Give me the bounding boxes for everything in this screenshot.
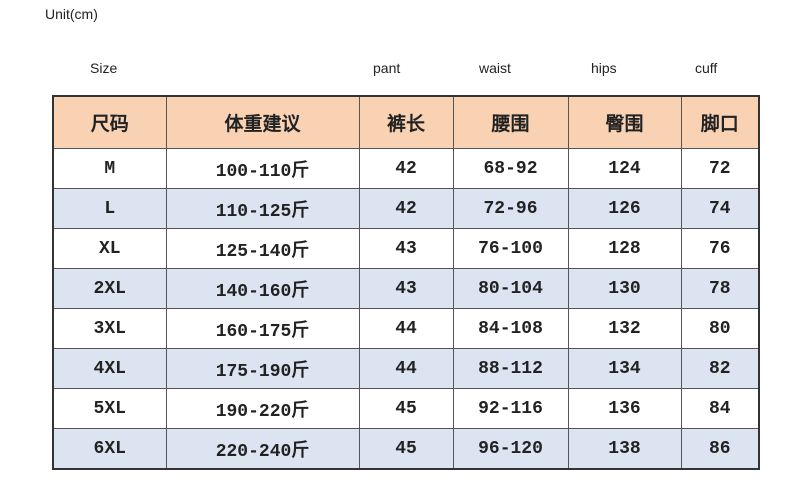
table-cell: 175-190斤	[165, 348, 360, 389]
table-cell: 124	[567, 148, 682, 189]
table-cell: 190-220斤	[165, 388, 360, 429]
table-cell: 80	[680, 308, 760, 349]
table-cell: 86	[680, 428, 760, 470]
table-row: 5XL 190-220斤 45 92-116 136 84	[52, 388, 760, 429]
table-cell: 脚口	[680, 95, 760, 149]
table-row: 4XL 175-190斤 44 88-112 134 82	[52, 348, 760, 389]
table-cell: 42	[358, 188, 454, 229]
table-cell: 126	[567, 188, 682, 229]
table-cell: 132	[567, 308, 682, 349]
table-cell: 5XL	[52, 388, 167, 429]
table-cell: 76	[680, 228, 760, 269]
table-cell: 96-120	[452, 428, 569, 470]
table-cell: 78	[680, 268, 760, 309]
pant-label: pant	[373, 60, 401, 76]
table-cell: 125-140斤	[165, 228, 360, 269]
waist-label: waist	[479, 60, 511, 76]
table-cell: 45	[358, 388, 454, 429]
table-cell: L	[52, 188, 167, 229]
table-cell: M	[52, 148, 167, 189]
table-cell: 45	[358, 428, 454, 470]
table-cell: 尺码	[52, 95, 167, 149]
header-row: 尺码 体重建议 裤长 腰围 臀围 脚口	[52, 95, 760, 149]
table-cell: 臀围	[567, 95, 682, 149]
table-cell: 72-96	[452, 188, 569, 229]
table-cell: 43	[358, 268, 454, 309]
table-cell: 136	[567, 388, 682, 429]
table-row: 2XL 140-160斤 43 80-104 130 78	[52, 268, 760, 309]
table-cell: 腰围	[452, 95, 569, 149]
table-cell: 42	[358, 148, 454, 189]
table-cell: 43	[358, 228, 454, 269]
table-row: 6XL 220-240斤 45 96-120 138 86	[52, 428, 760, 470]
table-cell: 160-175斤	[165, 308, 360, 349]
table-cell: 84-108	[452, 308, 569, 349]
table-cell: 68-92	[452, 148, 569, 189]
table-cell: 92-116	[452, 388, 569, 429]
unit-label: Unit(cm)	[45, 6, 98, 22]
table-row: L 110-125斤 42 72-96 126 74	[52, 188, 760, 229]
table-row: XL 125-140斤 43 76-100 128 76	[52, 228, 760, 269]
table-cell: 体重建议	[165, 95, 360, 149]
table-cell: 74	[680, 188, 760, 229]
table-cell: 134	[567, 348, 682, 389]
table-cell: 2XL	[52, 268, 167, 309]
size-chart-table: 尺码 体重建议 裤长 腰围 臀围 脚口 M 100-110斤 42 68-92 124 72 L 110-…	[52, 95, 760, 470]
table-cell: 82	[680, 348, 760, 389]
table-cell: 44	[358, 348, 454, 389]
table-cell: 88-112	[452, 348, 569, 389]
table-cell: 140-160斤	[165, 268, 360, 309]
table-cell: XL	[52, 228, 167, 269]
table-cell: 44	[358, 308, 454, 349]
table-row: 3XL 160-175斤 44 84-108 132 80	[52, 308, 760, 349]
table-cell: 110-125斤	[165, 188, 360, 229]
table-cell: 80-104	[452, 268, 569, 309]
table-cell: 130	[567, 268, 682, 309]
table-cell: 138	[567, 428, 682, 470]
cuff-label: cuff	[695, 60, 718, 76]
table-cell: 4XL	[52, 348, 167, 389]
size-label: Size	[90, 60, 118, 76]
table-row: M 100-110斤 42 68-92 124 72	[52, 148, 760, 189]
table-cell: 72	[680, 148, 760, 189]
table-cell: 84	[680, 388, 760, 429]
table-cell: 3XL	[52, 308, 167, 349]
table-cell: 6XL	[52, 428, 167, 470]
table-cell: 76-100	[452, 228, 569, 269]
table-cell: 220-240斤	[165, 428, 360, 470]
table-cell: 128	[567, 228, 682, 269]
table-cell: 100-110斤	[165, 148, 360, 189]
hips-label: hips	[591, 60, 617, 76]
table-cell: 裤长	[358, 95, 454, 149]
